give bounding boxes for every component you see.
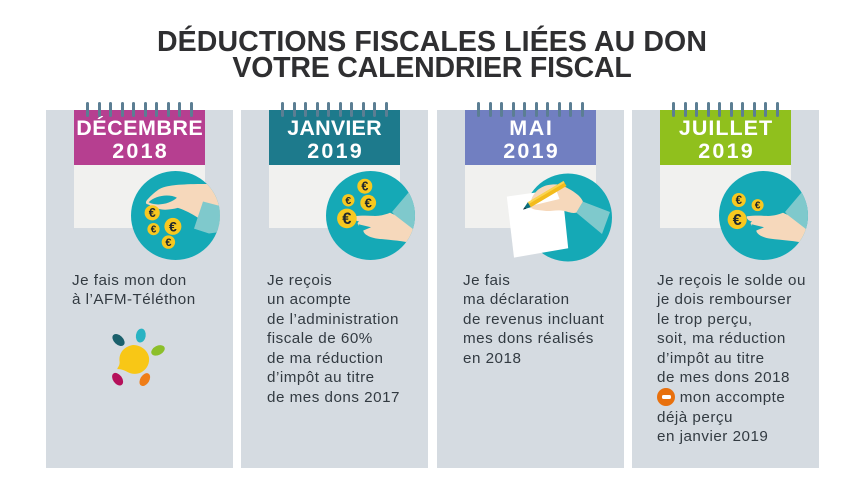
svg-text:€: € bbox=[342, 209, 351, 227]
svg-text:€: € bbox=[345, 195, 351, 207]
svg-text:€: € bbox=[733, 211, 742, 228]
svg-text:€: € bbox=[169, 218, 177, 234]
svg-text:€: € bbox=[755, 200, 761, 211]
svg-text:€: € bbox=[149, 206, 156, 220]
svg-text:€: € bbox=[361, 179, 368, 193]
svg-text:€: € bbox=[736, 195, 743, 207]
svg-text:€: € bbox=[151, 224, 157, 235]
svg-text:€: € bbox=[364, 195, 371, 210]
svg-text:€: € bbox=[165, 237, 171, 249]
